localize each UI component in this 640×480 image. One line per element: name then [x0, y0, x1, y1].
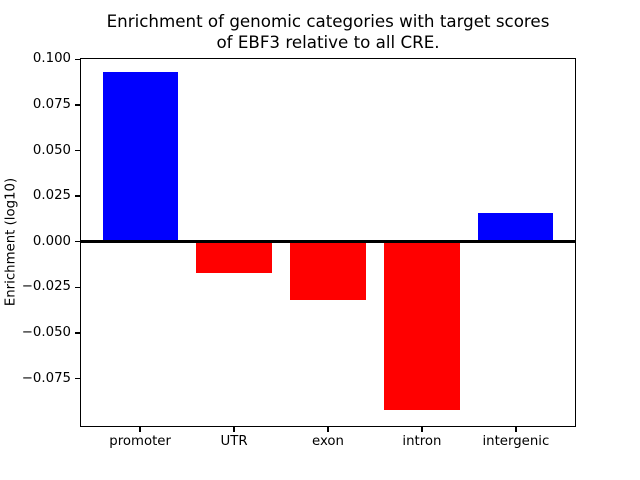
y-tick-label: −0.075 — [21, 370, 71, 386]
bar-promoter — [102, 72, 178, 242]
y-tick-mark — [75, 241, 80, 243]
y-tick-label: 0.075 — [32, 96, 71, 112]
y-tick-mark — [75, 378, 80, 380]
y-tick-label: 0.100 — [32, 51, 71, 67]
y-tick-mark — [75, 195, 80, 197]
y-tick-label: 0.000 — [32, 233, 71, 249]
y-tick-label: 0.050 — [32, 142, 71, 158]
bar-exon — [290, 241, 366, 301]
x-tick-label-promoter: promoter — [109, 434, 171, 450]
bar-intergenic — [478, 212, 554, 242]
bar-UTR — [196, 241, 272, 273]
x-tick-label-exon: exon — [312, 434, 344, 450]
y-tick-label: 0.025 — [32, 188, 71, 204]
zero-line — [80, 240, 576, 244]
y-tick-mark — [75, 104, 80, 106]
x-tick-mark — [515, 427, 517, 433]
x-tick-mark — [233, 427, 235, 433]
chart-title-line1: Enrichment of genomic categories with ta… — [106, 11, 550, 31]
x-tick-label-intergenic: intergenic — [482, 434, 550, 450]
bar-intron — [384, 241, 460, 410]
y-tick-label: −0.025 — [21, 279, 71, 295]
y-tick-mark — [75, 332, 80, 334]
y-tick-mark — [75, 149, 80, 152]
chart-title-line2: of EBF3 relative to all CRE. — [216, 31, 440, 52]
y-tick-mark — [75, 58, 80, 60]
x-tick-mark — [327, 427, 329, 433]
x-tick-label-UTR: UTR — [220, 434, 248, 450]
chart-title: Enrichment of genomic categories with ta… — [80, 11, 576, 52]
y-tick-mark — [75, 286, 80, 289]
x-tick-mark — [421, 427, 423, 433]
x-tick-label-intron: intron — [402, 434, 442, 450]
y-tick-label: −0.050 — [21, 325, 71, 341]
x-tick-mark — [139, 427, 141, 433]
